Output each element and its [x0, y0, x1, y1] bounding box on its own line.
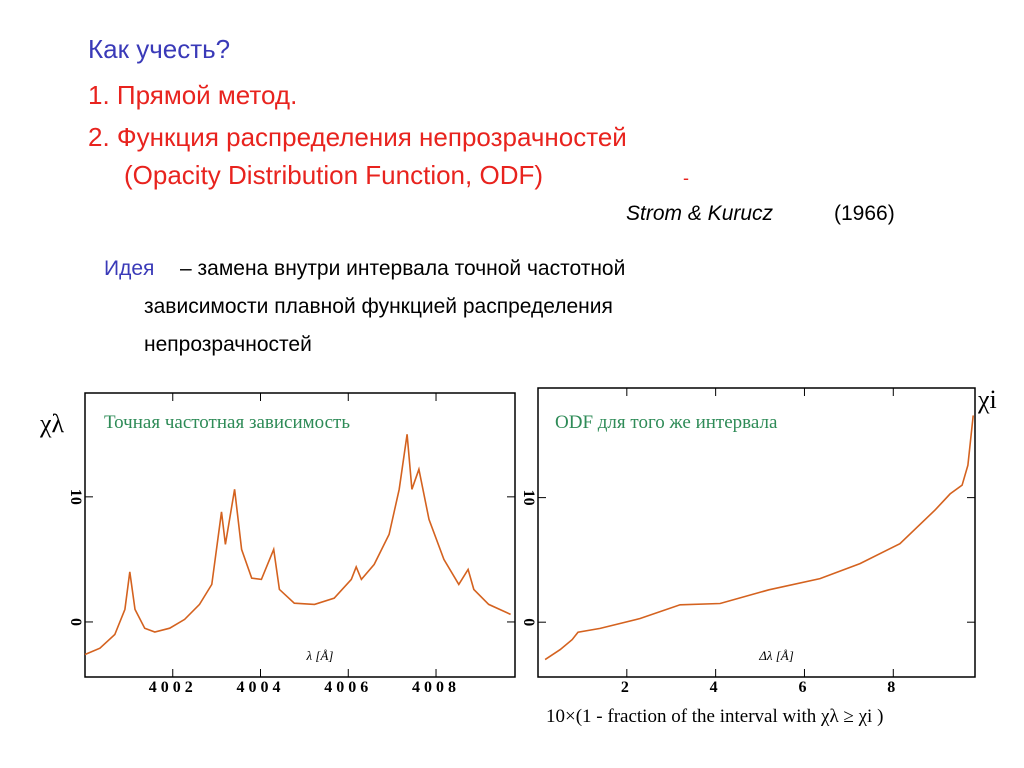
item: 1. Прямой метод. — [88, 80, 297, 110]
x-tick-label: 4006 — [324, 679, 372, 696]
y-axis-label: χλ — [39, 409, 65, 438]
idea-line: зависимости плавной функцией распределен… — [144, 295, 613, 318]
item: - — [683, 168, 689, 188]
caption: 10×(1 - fraction of the interval with χλ… — [546, 706, 883, 727]
chart-title: ODF для того же интервала — [555, 412, 778, 433]
x-tick-label: 2 — [621, 679, 633, 696]
item: (Opacity Distribution Function, ODF) — [124, 160, 543, 190]
data-line — [544, 415, 974, 661]
x-tick-label: 6 — [798, 679, 810, 696]
idea-term: Идея — [104, 257, 154, 280]
x-axis-label: λ [Å] — [306, 648, 334, 663]
x-tick-label: 4008 — [412, 679, 460, 696]
x-tick-label: 8 — [887, 679, 899, 696]
y-tick-label: 0 — [67, 618, 84, 626]
plot-frame — [84, 392, 516, 678]
idea-line: – замена внутри интервала точной частотн… — [180, 257, 625, 280]
plot-frame — [537, 387, 976, 678]
heading: Как учесть? — [88, 34, 230, 64]
data-line — [84, 434, 511, 656]
y-axis-label: χi — [977, 385, 997, 414]
y-tick-label: 10 — [67, 489, 84, 505]
x-tick-label: 4004 — [237, 679, 285, 696]
idea-line: непрозрачностей — [144, 333, 312, 356]
x-axis-label: Δλ [Å] — [758, 648, 794, 663]
y-tick-label: 10 — [520, 490, 537, 506]
reference-year: (1966) — [834, 202, 895, 225]
x-tick-label: 4 — [710, 679, 722, 696]
reference-authors: Strom & Kurucz — [626, 202, 774, 225]
y-tick-label: 0 — [520, 618, 537, 626]
x-tick-label: 4002 — [149, 679, 197, 696]
chart-title: Точная частотная зависимость — [104, 412, 350, 433]
item: 2. Функция распределения непрозрачностей — [88, 122, 627, 152]
